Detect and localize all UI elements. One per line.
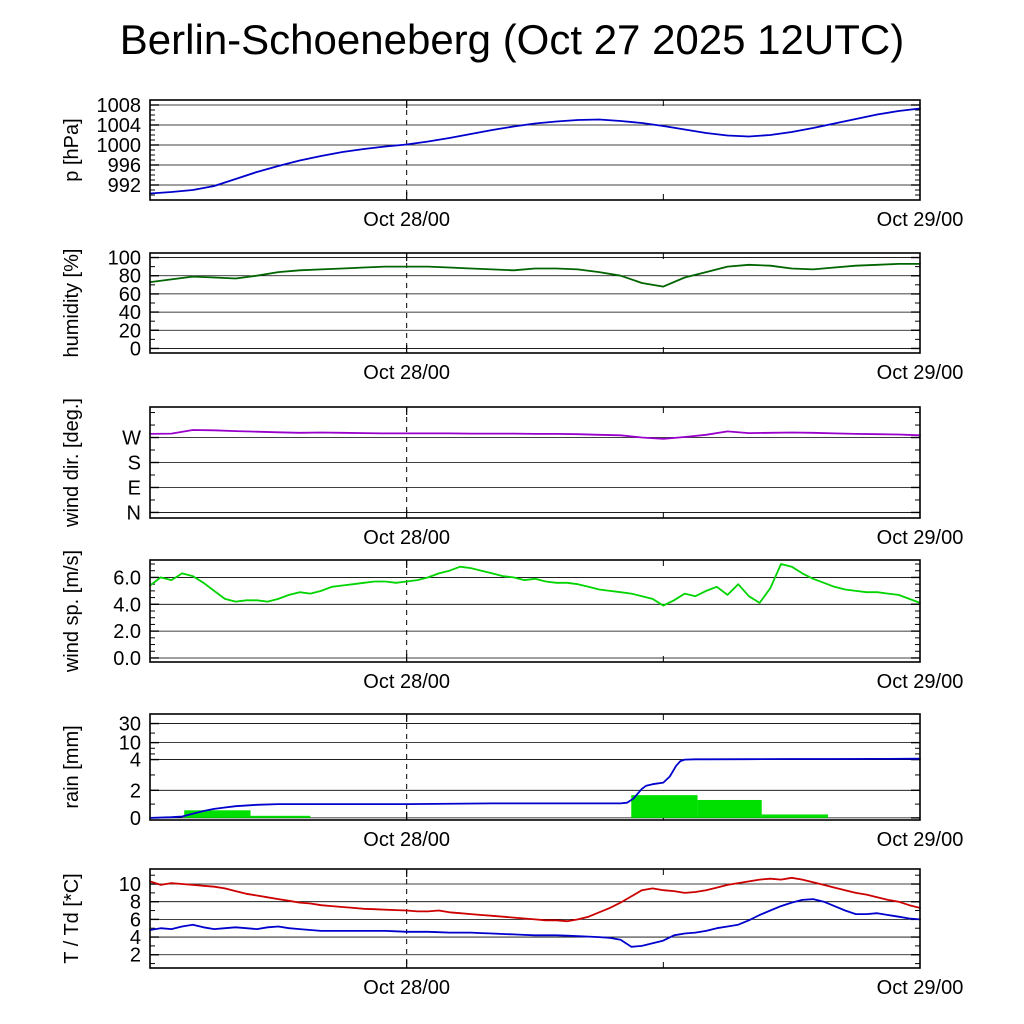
y-axis-label: p [hPa] — [61, 118, 83, 181]
series-rain_accumulated — [149, 757, 921, 819]
rain-bar — [761, 814, 829, 818]
x-tick-label: Oct 28/00 — [363, 977, 450, 999]
y-tick-label: 2 — [130, 780, 141, 802]
y-tick-label: 4 — [130, 750, 141, 772]
y-tick-label: 2 — [130, 945, 141, 967]
y-axis-label: rain [mm] — [61, 725, 83, 808]
y-tick-label: 8 — [130, 892, 141, 914]
y-tick-label: 4 — [130, 927, 141, 949]
panel-wind_speed: 0.0 2.0 4.0 6.0 Oct 28/00 Oct 29/00 wind sp. [… — [61, 550, 963, 693]
x-tick-label: Oct 28/00 — [363, 362, 450, 384]
y-tick-label: 0.0 — [113, 648, 141, 670]
y-axis-label: wind sp. [m/s] — [61, 550, 83, 673]
x-tick-label: Oct 28/00 — [363, 527, 450, 549]
y-tick-label: 992 — [108, 175, 141, 197]
series-humidity — [149, 262, 921, 288]
y-tick-label: 10 — [119, 733, 141, 755]
y-tick-label: S — [128, 453, 141, 475]
y-tick-label: 1000 — [97, 135, 142, 157]
y-tick-label: W — [122, 428, 141, 450]
y-axis-label: wind dir. [deg.] — [61, 398, 83, 528]
y-tick-label: 40 — [119, 302, 141, 324]
y-tick-label: 80 — [119, 266, 141, 288]
series-pressure — [149, 107, 921, 195]
x-tick-label: Oct 29/00 — [877, 527, 964, 549]
x-tick-label: Oct 29/00 — [877, 671, 964, 693]
series-temperature — [149, 876, 921, 923]
y-tick-label: 100 — [108, 248, 141, 270]
x-tick-label: Oct 28/00 — [363, 671, 450, 693]
y-tick-label: 1008 — [97, 95, 142, 117]
y-tick-label: 6 — [130, 909, 141, 931]
y-tick-label: 1004 — [97, 115, 142, 137]
y-tick-label: 30 — [119, 714, 141, 736]
chart-title: Berlin-Schoeneberg (Oct 27 2025 12UTC) — [119, 16, 905, 63]
y-tick-label: 20 — [119, 320, 141, 342]
x-tick-label: Oct 28/00 — [363, 829, 450, 851]
x-tick-label: Oct 29/00 — [877, 362, 964, 384]
y-tick-label: 4.0 — [113, 594, 141, 616]
y-tick-label: E — [128, 477, 141, 499]
y-tick-label: 10 — [119, 874, 141, 896]
series-dew_point — [149, 898, 921, 948]
y-tick-label: 0 — [130, 338, 141, 360]
series-wind_direction — [149, 429, 921, 440]
rain-bar — [697, 799, 762, 818]
x-tick-label: Oct 29/00 — [877, 209, 964, 231]
x-tick-label: Oct 29/00 — [877, 977, 964, 999]
y-axis-label: T / Td [*C] — [61, 873, 83, 963]
y-tick-label: N — [127, 502, 141, 524]
y-axis-label: humidity [%] — [61, 249, 83, 358]
x-tick-label: Oct 29/00 — [877, 829, 964, 851]
x-tick-label: Oct 28/00 — [363, 209, 450, 231]
y-tick-label: 60 — [119, 284, 141, 306]
rain-bar — [250, 815, 311, 818]
rain-bar — [631, 795, 698, 818]
series-wind_speed — [149, 563, 921, 607]
y-tick-label: 0 — [130, 808, 141, 830]
y-tick-label: 6.0 — [113, 567, 141, 589]
y-tick-label: 996 — [108, 155, 141, 177]
rain-bar — [184, 810, 251, 818]
y-tick-label: 2.0 — [113, 621, 141, 643]
